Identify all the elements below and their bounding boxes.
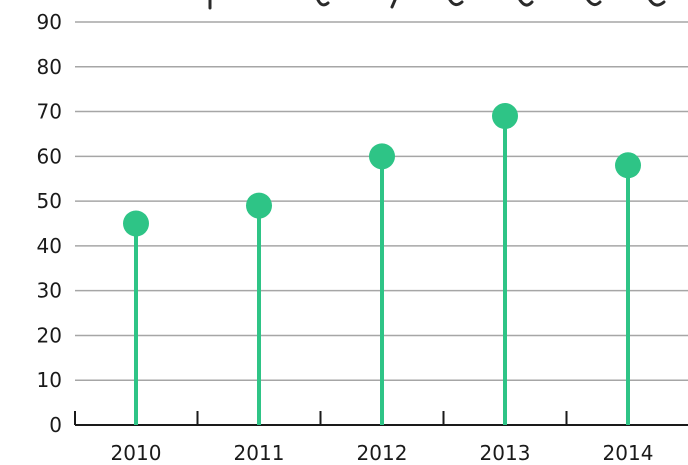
y-tick-label: 30: [37, 279, 62, 303]
x-tick-label: 2013: [480, 441, 531, 465]
x-tick-label: 2010: [111, 441, 162, 465]
y-tick-label: 60: [37, 144, 62, 168]
y-tick-label: 80: [37, 55, 62, 79]
y-tick-labels: 0 10 20 30 40 50 60 70 80 90: [37, 10, 62, 437]
lollipop-marker-2010: [123, 210, 149, 237]
x-tick-label: 2014: [603, 441, 654, 465]
y-tick-label: 40: [37, 234, 62, 258]
y-tick-label: 10: [37, 368, 62, 392]
y-tick-label: 90: [37, 10, 62, 34]
data-marks: [123, 103, 641, 425]
x-tick-label: 2012: [357, 441, 408, 465]
x-tick-labels: 2010 2011 2012 2013 2014: [111, 441, 654, 465]
lollipop-marker-2014: [615, 152, 641, 179]
lollipop-marker-2012: [369, 143, 395, 170]
lollipop-marker-2011: [246, 192, 272, 219]
lollipop-marker-2013: [492, 103, 518, 130]
x-tick-label: 2011: [234, 441, 285, 465]
y-tick-label: 70: [37, 100, 62, 124]
y-tick-label: 20: [37, 323, 62, 347]
cropped-title-fragment: [208, 0, 666, 10]
y-tick-label: 50: [37, 189, 62, 213]
y-tick-label: 0: [49, 413, 62, 437]
